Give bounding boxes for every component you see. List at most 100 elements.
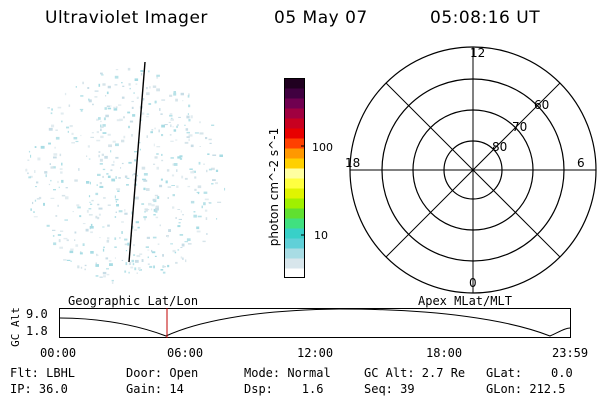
image-speckle — [58, 239, 61, 243]
image-speckle — [125, 262, 128, 266]
image-speckle — [91, 199, 94, 202]
image-speckle — [126, 177, 130, 179]
image-speckle — [95, 215, 98, 219]
image-speckle — [67, 130, 69, 133]
image-speckle — [99, 185, 104, 188]
image-speckle — [204, 209, 208, 212]
status-glon: GLon: 212.5 — [486, 382, 566, 396]
image-speckle — [89, 201, 91, 203]
image-speckle — [148, 202, 152, 206]
image-speckle — [114, 246, 117, 248]
image-speckle — [48, 127, 53, 131]
image-speckle — [150, 131, 153, 134]
color-bar-cell — [284, 218, 305, 229]
image-speckle — [150, 208, 153, 211]
image-speckle — [28, 150, 31, 153]
image-speckle — [94, 96, 98, 98]
image-speckle — [65, 187, 68, 189]
image-speckle — [152, 85, 157, 88]
image-speckle — [107, 175, 111, 178]
image-speckle — [102, 124, 106, 127]
color-bar-cell — [284, 148, 305, 159]
image-speckle — [126, 184, 129, 186]
instrument-title: Ultraviolet Imager — [45, 8, 208, 28]
image-speckle — [173, 92, 177, 96]
image-speckle — [124, 270, 127, 273]
image-speckle — [156, 74, 160, 77]
image-speckle — [170, 243, 173, 245]
image-speckle — [106, 268, 109, 270]
status-flt: Flt: LBHL — [10, 366, 76, 380]
image-speckle — [161, 134, 164, 137]
image-speckle — [74, 239, 76, 241]
image-speckle — [80, 266, 83, 269]
image-speckle — [188, 134, 193, 137]
image-speckle — [170, 118, 174, 121]
image-speckle — [106, 173, 109, 175]
image-speckle — [172, 206, 175, 209]
image-speckle — [50, 112, 53, 115]
image-speckle — [167, 264, 170, 268]
image-speckle — [74, 179, 78, 182]
ytick-1-8: 1.8 — [26, 324, 48, 338]
image-speckle — [119, 237, 121, 239]
image-speckle — [63, 237, 68, 240]
status-gc-alt: GC Alt: 2.7 Re — [364, 366, 466, 380]
image-speckle — [124, 238, 128, 241]
image-speckle — [102, 271, 107, 275]
image-speckle — [156, 88, 160, 92]
image-speckle — [140, 119, 143, 121]
image-speckle — [146, 188, 150, 191]
image-speckle — [137, 267, 141, 270]
image-speckle — [197, 191, 200, 195]
image-speckle — [103, 275, 106, 278]
image-speckle — [100, 120, 102, 123]
image-speckle — [173, 91, 176, 94]
image-speckle — [96, 118, 99, 121]
image-speckle — [216, 218, 218, 220]
image-speckle — [171, 174, 175, 177]
image-speckle — [156, 75, 159, 79]
image-speckle — [159, 184, 163, 188]
image-speckle — [175, 98, 178, 102]
image-speckle — [173, 129, 177, 132]
image-speckle — [80, 134, 82, 137]
image-speckle — [205, 217, 208, 220]
image-speckle — [199, 121, 201, 124]
image-speckle — [135, 83, 138, 85]
image-speckle — [166, 169, 170, 172]
image-speckle — [55, 129, 58, 131]
image-speckle — [101, 153, 104, 156]
image-speckle — [114, 216, 117, 218]
image-speckle — [136, 174, 138, 177]
image-speckle — [146, 116, 149, 118]
image-speckle — [75, 140, 79, 143]
image-speckle — [112, 140, 116, 143]
image-speckle — [138, 142, 141, 144]
image-speckle — [91, 132, 94, 134]
image-speckle — [124, 243, 128, 246]
image-speckle — [159, 108, 161, 111]
image-speckle — [131, 106, 134, 109]
image-speckle — [102, 248, 105, 252]
image-speckle — [143, 173, 148, 176]
image-speckle — [124, 209, 126, 212]
image-speckle — [151, 129, 154, 131]
image-speckle — [94, 90, 99, 92]
image-speckle — [133, 229, 137, 231]
color-bar-cells — [284, 78, 305, 278]
image-speckle — [64, 92, 67, 96]
image-speckle — [155, 197, 157, 200]
image-speckle — [115, 156, 119, 159]
image-speckle — [143, 187, 146, 191]
image-speckle — [140, 70, 144, 72]
image-speckle — [154, 101, 156, 104]
image-speckle — [121, 139, 125, 143]
xtick-0600: 06:00 — [167, 346, 204, 360]
image-speckle — [156, 153, 159, 155]
image-speckle — [135, 259, 139, 263]
image-speckle — [204, 198, 209, 201]
image-speckle — [172, 126, 174, 128]
color-bar-cell — [284, 128, 305, 139]
image-speckle — [102, 132, 107, 134]
